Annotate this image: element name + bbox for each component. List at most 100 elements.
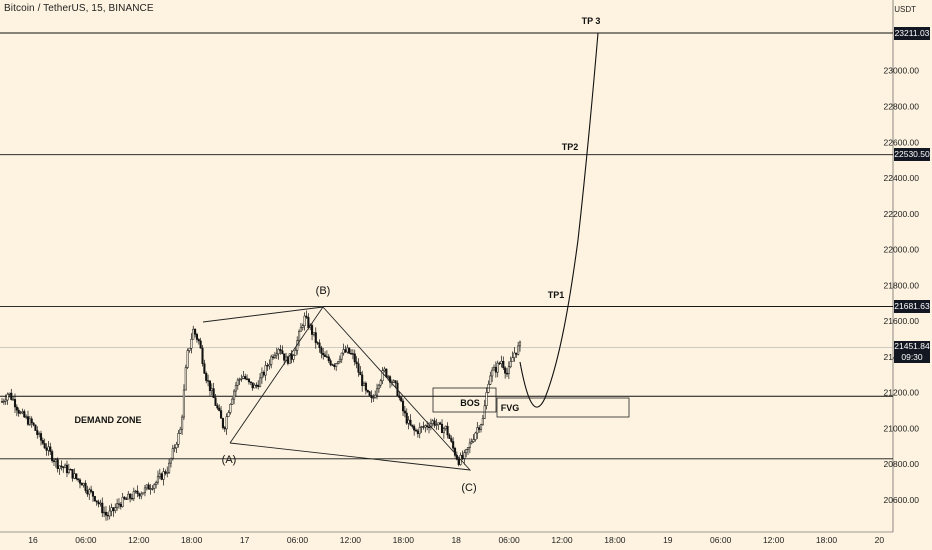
candle-body (136, 490, 139, 494)
candle-body (97, 501, 100, 505)
candle-body (340, 352, 343, 360)
candle-body (234, 384, 237, 392)
candle-body (416, 430, 419, 434)
candle-body (25, 416, 28, 418)
candle-body (316, 342, 319, 344)
x-tick-label: 17 (240, 535, 250, 545)
candle-body (205, 373, 208, 381)
candle-body (45, 447, 48, 451)
candle-body (426, 425, 429, 428)
candle-body (103, 511, 106, 514)
candle-body (236, 379, 239, 386)
candle-body (80, 482, 83, 486)
candle-body (143, 487, 147, 494)
candle-body (364, 382, 367, 391)
candle-body (405, 412, 408, 424)
candle-body (108, 510, 111, 517)
candle-body (374, 394, 377, 398)
candle-body (329, 360, 332, 365)
candle-body (327, 356, 330, 361)
candle-body (51, 451, 54, 461)
candle-body (504, 367, 507, 374)
candle-body (299, 327, 302, 332)
candle-body (476, 427, 479, 434)
candle-body (36, 430, 39, 435)
candle-body (6, 394, 9, 401)
candle-body (168, 462, 171, 473)
candle-body (427, 426, 431, 428)
candle-body (153, 484, 156, 489)
candle-body (439, 422, 442, 425)
candle-body (190, 338, 193, 349)
candle-body (138, 493, 141, 497)
candle-body (60, 465, 63, 468)
candle-body (117, 503, 121, 505)
candle-body (414, 429, 418, 432)
candle-body (437, 422, 440, 426)
y-axis: 20600.0020800.0021000.0021200.0021400.00… (884, 66, 920, 505)
x-tick-label: 06:00 (75, 535, 97, 545)
candle-body (216, 405, 219, 409)
candle-body (192, 328, 195, 340)
candle-body (114, 507, 117, 512)
tp3-label: TP 3 (582, 16, 601, 26)
candle-body (121, 496, 124, 507)
candle-body (431, 420, 434, 425)
candle-body (194, 328, 197, 335)
candle-body (151, 488, 154, 490)
candle-body (498, 362, 501, 365)
candle-body (268, 364, 271, 367)
candle-body (56, 459, 59, 469)
candle-countdown: 09:30 (901, 351, 923, 362)
candle-body (359, 372, 362, 376)
candle-body (409, 419, 412, 426)
candle-body (125, 498, 128, 500)
candle-body (169, 458, 173, 464)
candle-body (505, 372, 509, 375)
candle-body (407, 419, 410, 424)
candle-body (338, 358, 341, 362)
candle-body (318, 342, 321, 348)
candle-body (182, 389, 185, 418)
candle-body (385, 368, 388, 378)
candle-body (67, 469, 70, 474)
x-tick-label: 18:00 (816, 535, 838, 545)
candle-body (292, 355, 295, 360)
candle-body (99, 502, 102, 505)
candle-body (470, 441, 473, 444)
candle-body (392, 380, 395, 383)
y-tick-label: 22000.00 (884, 245, 920, 255)
candle-body (179, 428, 182, 434)
candle-body (188, 347, 191, 351)
candle-body (411, 424, 414, 427)
candle-body (184, 367, 187, 391)
candle-body (479, 424, 483, 430)
candle-body (39, 433, 43, 441)
candle-body (355, 361, 358, 364)
y-tick-label: 21800.00 (884, 280, 920, 290)
candle-body (478, 427, 481, 430)
candle-body (468, 442, 471, 448)
candle-body (64, 464, 67, 469)
x-tick-label: 12:00 (340, 535, 362, 545)
candle-body (420, 426, 423, 428)
candle-body (435, 424, 438, 426)
candle-body (337, 361, 340, 364)
candle-body (303, 315, 306, 326)
candle-body (34, 424, 37, 431)
candle-body (448, 434, 451, 439)
candle-body (322, 353, 325, 356)
candle-body (91, 491, 95, 497)
tp1-label: TP1 (548, 290, 565, 300)
current-price-value: 21451.84 (894, 340, 930, 351)
candle-body (8, 392, 11, 395)
candle-body (277, 349, 280, 355)
candle-body (383, 368, 386, 371)
candle-body (49, 446, 52, 452)
candle-body (229, 403, 232, 413)
annotations: DEMAND ZONE BOS FVG TP1 TP2 TP 3 (A) (B) (C) (75, 16, 601, 494)
candle-body (4, 399, 7, 402)
candle-body (511, 357, 514, 362)
candle-body (207, 380, 210, 382)
